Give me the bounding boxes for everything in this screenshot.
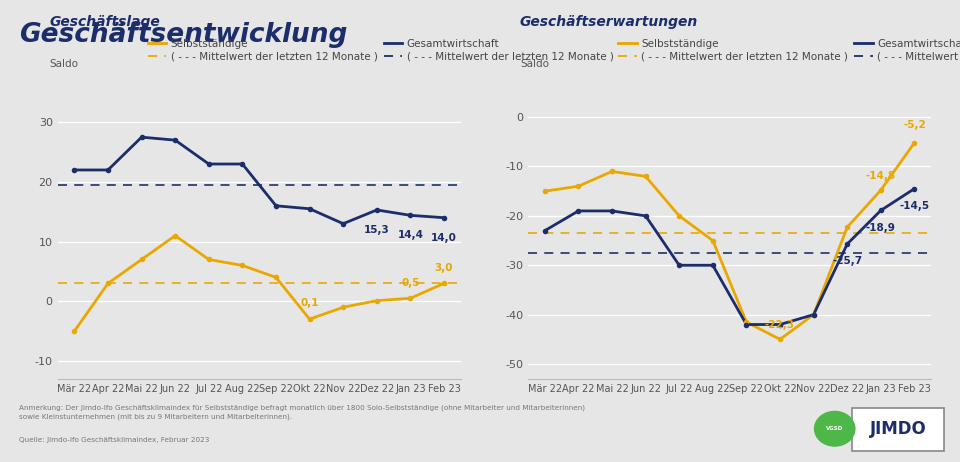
Point (906, 139, 922, 146)
Point (605, 168, 620, 175)
Text: Quelle: Jimdo-Ifo Geschäftsklimaindex, Februar 2023: Quelle: Jimdo-Ifo Geschäftsklimaindex, F… (19, 437, 209, 443)
Legend: Selbstständige, ( - - - Mittelwert der letzten 12 Monate ), Gesamtwirtschaft, ( : Selbstständige, ( - - - Mittelwert der l… (143, 35, 617, 66)
Text: 0,5: 0,5 (401, 278, 420, 287)
Point (805, 311, 821, 318)
Point (133, 134, 149, 141)
Point (301, 316, 317, 323)
Text: 14,0: 14,0 (431, 233, 457, 243)
Point (402, 295, 418, 302)
Point (738, 318, 754, 326)
Point (100, 280, 115, 287)
Text: -25,7: -25,7 (832, 256, 862, 267)
Point (436, 214, 451, 221)
Text: Geschäftsentwicklung: Geschäftsentwicklung (19, 22, 348, 48)
Point (100, 166, 115, 174)
Point (268, 202, 283, 209)
Point (369, 297, 384, 304)
Point (66, 166, 82, 174)
Point (738, 321, 754, 328)
Point (570, 182, 586, 190)
Point (874, 207, 889, 214)
Text: 0,1: 0,1 (300, 298, 319, 309)
Ellipse shape (814, 411, 854, 446)
Text: Saldo: Saldo (520, 60, 549, 69)
Point (402, 212, 418, 219)
Text: JIMDO: JIMDO (870, 420, 926, 438)
Point (201, 256, 216, 263)
Point (570, 207, 586, 215)
Point (705, 261, 720, 269)
Point (705, 237, 720, 244)
Point (369, 206, 384, 213)
Point (167, 136, 182, 144)
Point (335, 220, 350, 227)
Text: VGSD: VGSD (827, 426, 843, 431)
Point (637, 212, 653, 219)
Text: 14,4: 14,4 (397, 230, 423, 240)
Point (133, 256, 149, 263)
Text: Geschäftserwartungen: Geschäftserwartungen (520, 15, 698, 30)
Point (637, 173, 653, 180)
Point (605, 207, 620, 215)
Point (301, 205, 317, 213)
Text: Anmerkung: Der Jimdo-Ifo Geschäftsklimaindex für Selbstständige befragt monatlic: Anmerkung: Der Jimdo-Ifo Geschäftsklimai… (19, 404, 586, 420)
Text: -22,3: -22,3 (765, 321, 795, 330)
Point (537, 227, 552, 234)
Point (537, 188, 552, 195)
Point (234, 160, 250, 168)
Point (874, 187, 889, 194)
Text: -14,5: -14,5 (900, 201, 929, 211)
Point (671, 261, 686, 269)
Point (167, 232, 182, 239)
Point (839, 240, 854, 248)
Point (201, 160, 216, 168)
Text: Saldo: Saldo (50, 60, 79, 69)
Text: -18,9: -18,9 (866, 223, 896, 233)
Point (436, 280, 451, 287)
Text: -14,8: -14,8 (866, 171, 896, 181)
Point (268, 274, 283, 281)
Legend: Selbstständige, ( - - - Mittelwert der letzten 12 Monate ), Gesamtwirtschaft, ( : Selbstständige, ( - - - Mittelwert der l… (613, 35, 960, 66)
Point (335, 304, 350, 311)
Text: 15,3: 15,3 (364, 225, 390, 235)
Text: Geschäftslage: Geschäftslage (50, 15, 160, 30)
Point (671, 212, 686, 219)
Point (772, 321, 787, 328)
Text: 3,0: 3,0 (435, 262, 453, 273)
Point (66, 328, 82, 335)
Point (772, 335, 787, 343)
Point (805, 311, 821, 318)
Point (906, 185, 922, 192)
Point (234, 262, 250, 269)
FancyBboxPatch shape (852, 408, 945, 451)
Text: -5,2: -5,2 (903, 121, 925, 130)
Point (839, 224, 854, 231)
